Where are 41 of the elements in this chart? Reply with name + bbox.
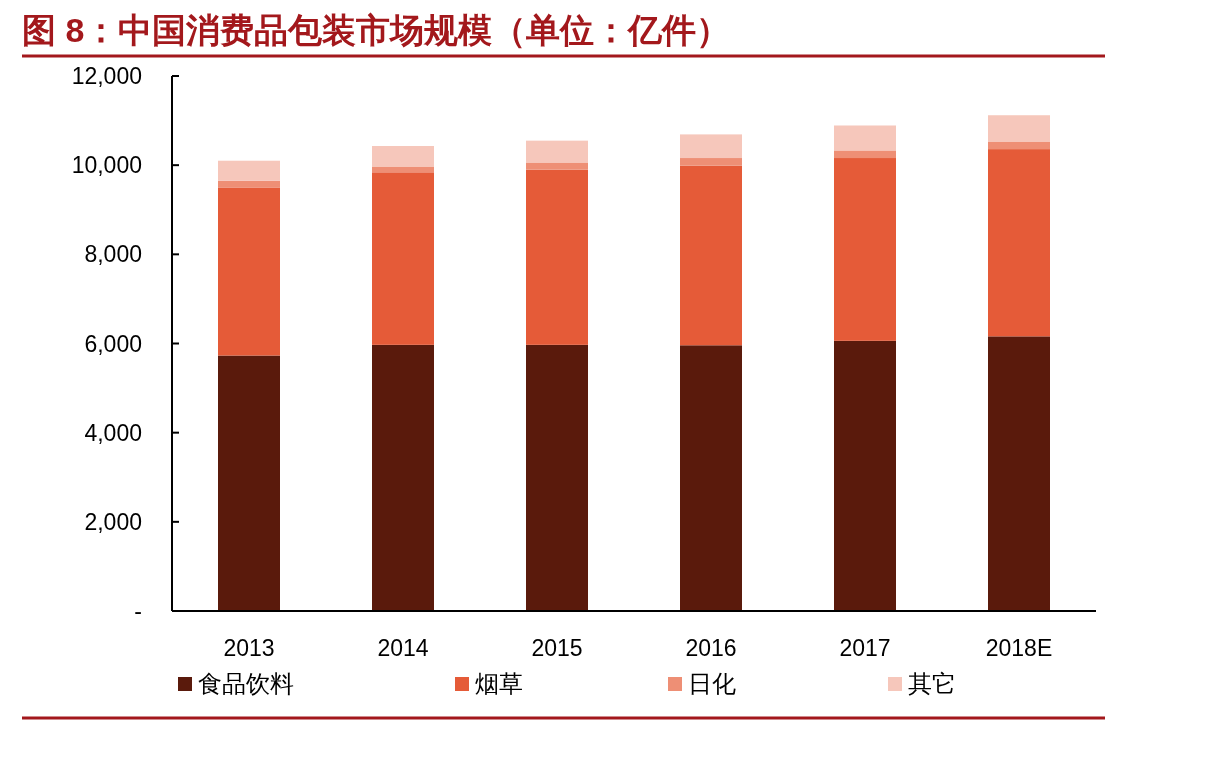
- y-tick-label: 6,000: [84, 330, 142, 357]
- y-tick-label: 2,000: [84, 508, 142, 535]
- bar: [372, 344, 434, 611]
- bar: [218, 355, 280, 611]
- bar: [680, 158, 742, 166]
- legend-label: 日化: [688, 670, 736, 697]
- legend-label: 食品饮料: [198, 670, 294, 697]
- x-tick-label: 2013: [223, 635, 275, 661]
- bar: [988, 336, 1050, 611]
- bar: [988, 115, 1050, 142]
- y-tick-label: 8,000: [84, 241, 142, 268]
- bar: [526, 344, 588, 611]
- x-tick-label: 2014: [377, 635, 429, 661]
- bar: [218, 180, 280, 188]
- x-tick-label: 2017: [839, 635, 891, 661]
- bar: [988, 149, 1050, 337]
- bar: [526, 140, 588, 163]
- bar: [218, 187, 280, 356]
- chart-title: 图 8：中国消费品包装市场规模（单位：亿件）: [22, 11, 731, 49]
- bar: [988, 141, 1050, 150]
- x-tick-label: 2018E: [985, 635, 1053, 661]
- legend-label: 其它: [908, 670, 956, 697]
- bar: [526, 169, 588, 345]
- y-tick-label: 10,000: [71, 152, 142, 179]
- legend-label: 烟草: [475, 670, 523, 697]
- y-tick-label: -: [134, 598, 142, 624]
- bar: [218, 160, 280, 181]
- bar: [372, 172, 434, 345]
- x-tick-label: 2016: [685, 635, 737, 661]
- bar: [526, 162, 588, 170]
- bar: [834, 158, 896, 341]
- y-tick-label: 4,000: [84, 419, 142, 446]
- bar: [680, 345, 742, 611]
- bar: [372, 146, 434, 167]
- bar: [680, 165, 742, 346]
- x-tick-label: 2015: [531, 635, 583, 661]
- bar: [834, 150, 896, 159]
- y-tick-label: 12,000: [71, 63, 142, 89]
- bar: [680, 134, 742, 159]
- bar: [834, 125, 896, 151]
- bar: [834, 340, 896, 611]
